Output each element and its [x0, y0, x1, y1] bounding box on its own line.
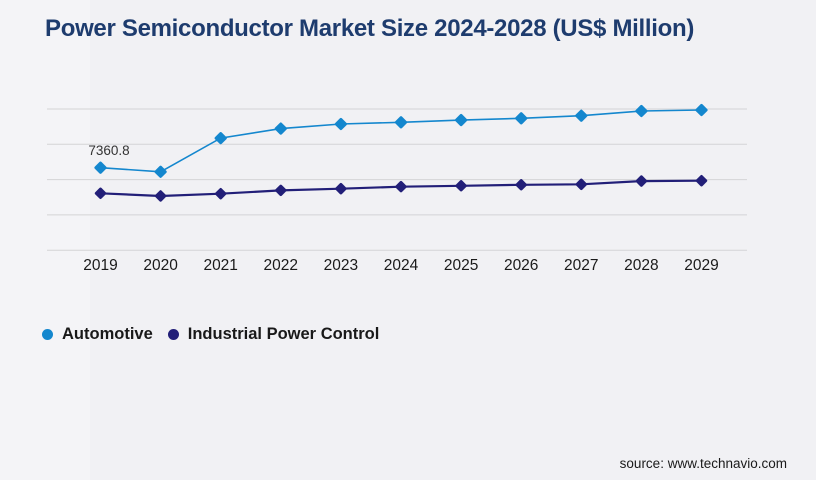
- data-point-marker-automotive: [214, 132, 227, 145]
- data-point-marker-automotive: [575, 109, 588, 122]
- legend-label: Automotive: [62, 325, 153, 343]
- data-point-marker-automotive: [635, 104, 648, 118]
- legend-label: Industrial Power Control: [187, 325, 380, 343]
- data-point-marker-industrial-power-control: [395, 180, 407, 193]
- data-point-marker-industrial-power-control: [215, 188, 227, 200]
- x-axis-label: 2019: [83, 257, 118, 274]
- data-point-marker-industrial-power-control: [515, 179, 527, 191]
- x-axis-label: 2028: [624, 257, 659, 274]
- data-point-marker-industrial-power-control: [154, 190, 167, 202]
- x-axis-label: 2023: [323, 257, 359, 274]
- chart-legend: Automotive Industrial Power Control: [42, 325, 379, 344]
- chart-title: Power Semiconductor Market Size 2024-202…: [45, 15, 695, 42]
- x-axis-label: 2022: [263, 257, 299, 274]
- x-axis-label: 2021: [203, 257, 238, 274]
- data-point-marker-automotive: [695, 103, 708, 117]
- x-axis-label: 2027: [564, 257, 599, 274]
- data-point-marker-industrial-power-control: [335, 182, 347, 195]
- x-axis-label: 2024: [383, 257, 419, 274]
- data-point-marker-industrial-power-control: [275, 184, 287, 197]
- data-point-marker-industrial-power-control: [635, 175, 648, 187]
- background-strip: [0, 0, 90, 480]
- data-point-marker-automotive: [94, 161, 107, 174]
- data-point-marker-industrial-power-control: [94, 187, 107, 199]
- data-point-marker-industrial-power-control: [455, 180, 467, 192]
- data-point-marker-automotive: [334, 117, 347, 131]
- data-point-marker-automotive: [455, 113, 468, 127]
- x-axis-label: 2025: [443, 257, 479, 274]
- data-point-marker-automotive: [394, 116, 408, 129]
- data-point-marker-automotive: [515, 112, 528, 125]
- data-point-label: 7360.8: [88, 143, 129, 158]
- legend-item-industrial-power-control: Industrial Power Control: [167, 325, 380, 344]
- x-axis-label: 2026: [503, 257, 539, 274]
- data-point-marker-industrial-power-control: [575, 178, 587, 191]
- legend-marker-dot: [42, 329, 53, 340]
- data-point-marker-industrial-power-control: [695, 175, 708, 187]
- x-axis-label: 2029: [684, 257, 719, 274]
- data-point-marker-automotive: [154, 165, 167, 178]
- source-attribution: source: www.technavio.com: [619, 456, 787, 471]
- legend-item-automotive: Automotive: [42, 325, 153, 344]
- data-point-marker-automotive: [274, 122, 287, 135]
- x-axis-label: 2020: [143, 257, 178, 274]
- legend-marker-dot: [167, 329, 179, 340]
